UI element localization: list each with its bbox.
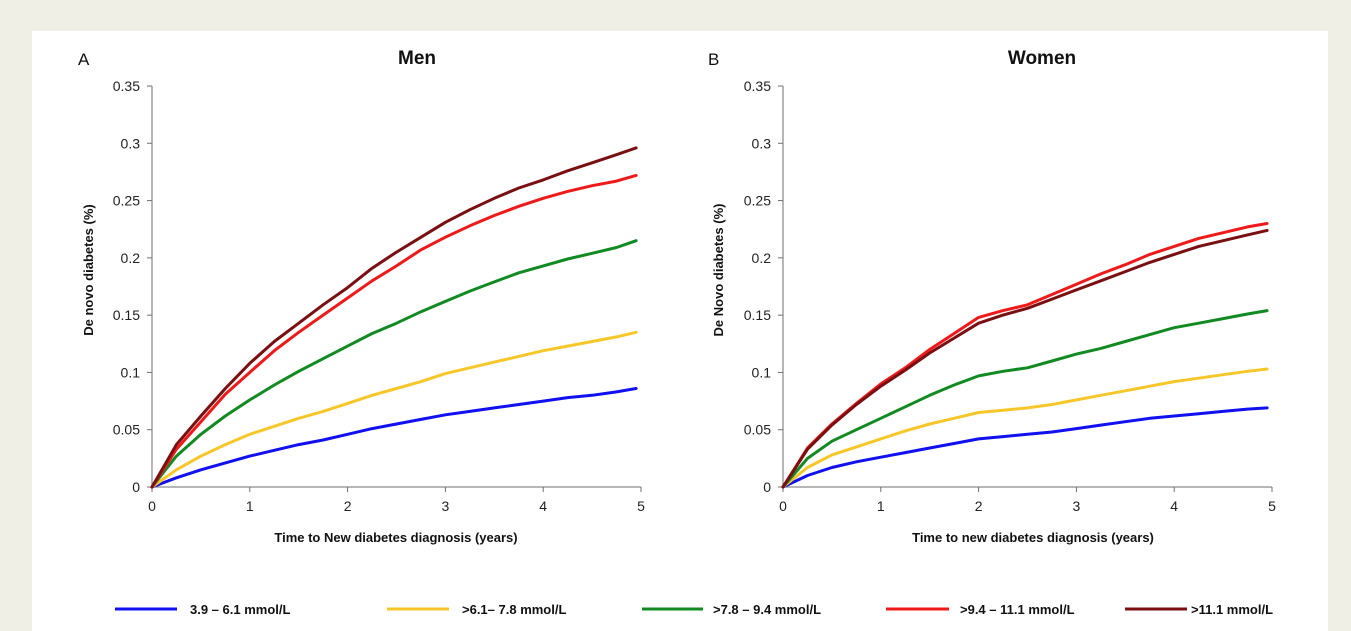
panel-b-y-tick-label: 0.15: [744, 307, 771, 323]
panel-b-y-tick-label: 0.3: [752, 135, 772, 151]
panel-b-x-tick-label: 4: [1170, 498, 1178, 514]
panel-b-title: Women: [1008, 48, 1076, 69]
panel-b-letter: B: [708, 50, 719, 69]
panel-a-y-tick-label: 0.1: [121, 364, 141, 380]
panel-b-x-tick-label: 2: [975, 498, 983, 514]
legend-label: >6.1– 7.8 mmol/L: [462, 602, 566, 617]
panel-b-x-tick-label: 1: [877, 498, 885, 514]
panel-a-series-line-2: [150, 330, 638, 489]
panel-b-y-tick-label: 0.1: [752, 364, 772, 380]
legend-item-9-4-11-1: >9.4 – 11.1 mmol/L: [886, 602, 1075, 617]
panel-b-y-tick-label: 0.35: [744, 78, 771, 94]
panel-a-letter: A: [78, 50, 90, 69]
panel-b-series-line-3: [781, 309, 1269, 489]
panel-b-x-tick-label: 5: [1268, 498, 1276, 514]
panel-a-series-line-4: [150, 173, 638, 489]
legend-label: >9.4 – 11.1 mmol/L: [960, 602, 1075, 617]
panel-b-x-tick-label: 3: [1073, 498, 1081, 514]
panel-a-x-tick-label: 0: [148, 498, 156, 514]
panel-a-x-tick-label: 3: [442, 498, 450, 514]
panel-a-title: Men: [398, 48, 436, 69]
panel-b-women: B Women Time to new diabetes diagnosis (…: [708, 48, 1276, 545]
panel-b-x-tick-label: 0: [779, 498, 787, 514]
panel-a-y-tick-label: 0.35: [113, 78, 140, 94]
legend-item-6-1-7-8: >6.1– 7.8 mmol/L: [387, 602, 566, 617]
legend: 3.9 – 6.1 mmol/L >6.1– 7.8 mmol/L >7.8 –…: [115, 602, 1273, 617]
panel-b-series-line-2: [781, 367, 1269, 489]
panel-a-men: A Men Time to New diabetes diagnosis (ye…: [78, 48, 645, 545]
panel-b-series-line-1: [781, 406, 1269, 489]
panel-a-x-tick-label: 1: [246, 498, 254, 514]
panel-b-series: [781, 222, 1269, 489]
panel-a-y-tick-label: 0.15: [113, 307, 140, 323]
panel-a-x-axis-label: Time to New diabetes diagnosis (years): [274, 530, 517, 545]
panel-b-series-line-5: [781, 228, 1269, 489]
panel-a-series-line-1: [150, 387, 638, 489]
panel-a-y-tick-label: 0: [132, 479, 140, 495]
panel-a-y-tick-label: 0.05: [113, 422, 140, 438]
panel-a-x-tick-label: 4: [539, 498, 547, 514]
panel-a-x-tick-label: 5: [637, 498, 645, 514]
figure-panel: [32, 31, 1328, 631]
panel-a-y-axis-label: De novo diabetes (%): [81, 204, 96, 335]
panel-a-y-tick-label: 0.2: [121, 250, 141, 266]
panel-b-x-axis-label: Time to new diabetes diagnosis (years): [912, 530, 1154, 545]
panel-a-axes: 0 0.05 0.1 0.15 0.2 0.25 0.3 0.35 0 1 2 3 4 5: [113, 78, 645, 514]
panel-b-y-axis-label: De Novo diabetes (%): [711, 204, 726, 337]
legend-label: >11.1 mmol/L: [1191, 602, 1273, 617]
panel-a-y-tick-label: 0.3: [121, 135, 141, 151]
panel-b-y-tick-label: 0.05: [744, 422, 771, 438]
legend-item-7-8-9-4: >7.8 – 9.4 mmol/L: [642, 602, 821, 617]
panel-b-y-tick-label: 0.2: [752, 250, 772, 266]
panel-b-y-tick-label: 0.25: [744, 193, 771, 209]
panel-a-series-line-5: [150, 146, 638, 489]
panel-b-y-tick-label: 0: [763, 479, 771, 495]
panel-a-series: [150, 146, 638, 489]
legend-label: >7.8 – 9.4 mmol/L: [713, 602, 821, 617]
legend-label: 3.9 – 6.1 mmol/L: [190, 602, 290, 617]
panel-a-series-line-3: [150, 239, 638, 489]
legend-item-3-9-6-1: 3.9 – 6.1 mmol/L: [115, 602, 290, 617]
panel-a-x-tick-label: 2: [344, 498, 352, 514]
legend-item-above-11-1: >11.1 mmol/L: [1125, 602, 1273, 617]
panel-a-y-tick-label: 0.25: [113, 193, 140, 209]
